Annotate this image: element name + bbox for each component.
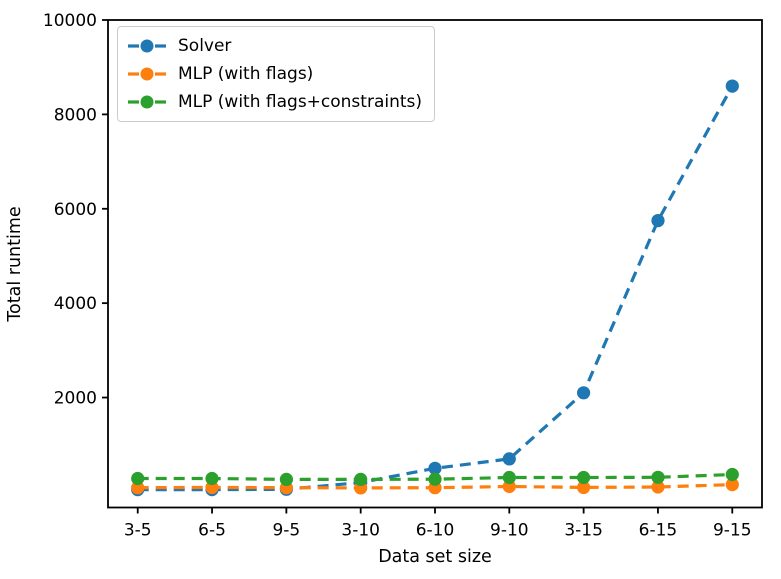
svg-text:3-5: 3-5 xyxy=(124,521,152,541)
svg-text:3-15: 3-15 xyxy=(564,521,603,541)
svg-text:6-10: 6-10 xyxy=(416,521,455,541)
svg-text:4000: 4000 xyxy=(54,294,97,314)
legend-line-marker-icon xyxy=(128,67,166,81)
legend-item-mlp-flags: MLP (with flags) xyxy=(127,60,422,88)
y-axis-label: Total runtime xyxy=(5,206,25,322)
legend-label: MLP (with flags) xyxy=(178,64,314,84)
svg-text:3-10: 3-10 xyxy=(341,521,380,541)
legend-line-marker-icon xyxy=(128,95,166,109)
svg-text:8000: 8000 xyxy=(54,105,97,125)
legend-label: Solver xyxy=(178,36,232,56)
svg-text:6-15: 6-15 xyxy=(639,521,678,541)
data-series-layer xyxy=(131,79,739,497)
legend-item-solver: Solver xyxy=(127,32,422,60)
legend-label: MLP (with flags+constraints) xyxy=(178,92,423,112)
svg-text:6000: 6000 xyxy=(54,200,97,220)
axes-layer: 2000 4000 6000 8000 10000 3-5 6-5 9-5 3-10 6-10 9-… xyxy=(43,11,763,541)
svg-text:6-5: 6-5 xyxy=(198,521,226,541)
legend-line-marker-icon xyxy=(128,39,166,53)
legend-item-mlp-flags-constraints: MLP (with flags+constraints) xyxy=(127,88,422,116)
svg-text:9-10: 9-10 xyxy=(490,521,529,541)
svg-text:9-5: 9-5 xyxy=(272,521,300,541)
svg-text:2000: 2000 xyxy=(54,389,97,409)
x-axis-label: Data set size xyxy=(378,547,492,567)
svg-text:9-15: 9-15 xyxy=(713,521,752,541)
svg-text:10000: 10000 xyxy=(43,11,97,31)
legend: Solver MLP (with flags) MLP (with flags+… xyxy=(117,26,436,122)
